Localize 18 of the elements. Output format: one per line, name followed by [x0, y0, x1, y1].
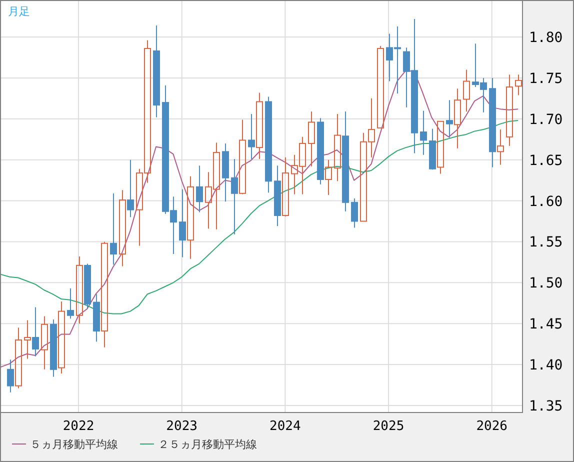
x-tick-label: 2024 — [270, 419, 302, 434]
x-tick-label: 2023 — [166, 419, 198, 434]
x-tick-label: 2022 — [62, 419, 94, 434]
y-tick-label: 1.75 — [529, 70, 563, 87]
y-tick-label: 1.50 — [529, 276, 563, 292]
y-tick-label: 1.35 — [529, 398, 563, 414]
y-tick-label: 1.70 — [529, 112, 563, 128]
y-tick-label: 1.45 — [529, 316, 563, 333]
y-tick-label: 1.40 — [529, 358, 563, 374]
legend-label: ５ヵ月移動平均線 — [30, 438, 118, 451]
chart-title: 月足 — [8, 5, 30, 18]
y-tick-label: 1.55 — [529, 234, 563, 251]
x-tick-label: 2025 — [372, 419, 404, 434]
y-tick-label: 1.65 — [529, 152, 563, 169]
x-tick-label: 2026 — [476, 419, 508, 434]
y-tick-label: 1.80 — [529, 30, 563, 46]
legend-label: ２５ヵ月移動平均線 — [158, 438, 257, 451]
y-tick-label: 1.60 — [529, 194, 563, 210]
